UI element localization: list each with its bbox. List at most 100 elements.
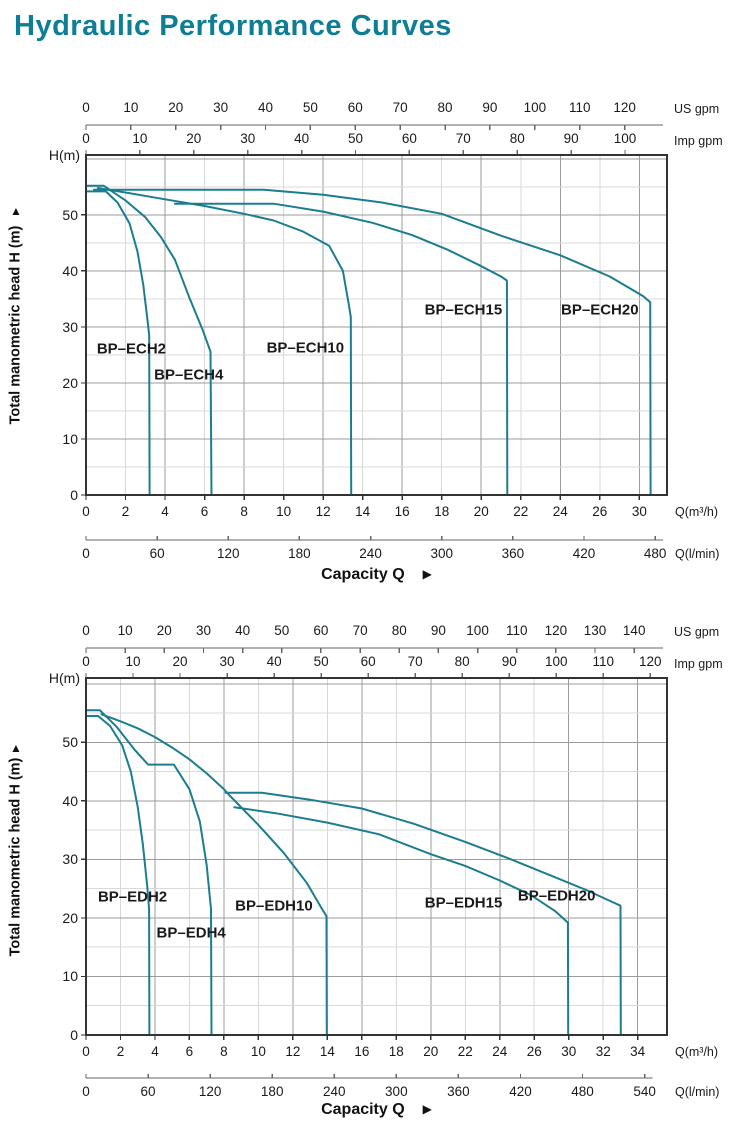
lmin-tick-label: 540 [633, 1084, 656, 1099]
us-gpm-tick-label: 70 [352, 623, 368, 638]
page-title: Hydraulic Performance Curves [14, 10, 452, 42]
curve-bp-ech4 [85, 184, 213, 496]
us-gpm-tick-label: 80 [391, 623, 407, 638]
m3h-tick-label: 26 [526, 1044, 542, 1059]
m3h-tick-label: 2 [121, 504, 130, 519]
lmin-tick-label: 240 [359, 546, 382, 561]
us-gpm-tick-label: 10 [123, 100, 139, 115]
lmin-tick-label: 420 [509, 1084, 532, 1099]
imp-gpm-tick-label: 50 [313, 654, 329, 669]
imp-gpm-tick-label: 20 [186, 131, 202, 146]
y-tick-label: 20 [62, 909, 78, 926]
m3h-tick-label: 16 [394, 504, 410, 519]
imp-gpm-tick-label: 0 [82, 654, 90, 669]
curve-label: BP–ECH2 [96, 340, 167, 358]
m3h-tick-label: 12 [315, 504, 331, 519]
us-gpm-tick-label: 110 [568, 100, 591, 115]
m3h-tick-label: 24 [492, 1044, 508, 1059]
imp-gpm-tick-label: 60 [360, 654, 376, 669]
m3h-tick-label: 14 [355, 504, 371, 519]
us-gpm-tick-label: 50 [274, 623, 290, 638]
lmin-tick-label: 120 [198, 1084, 222, 1099]
imp-gpm-tick-label: 100 [544, 654, 568, 669]
imp-gpm-tick-label: 110 [592, 654, 615, 669]
y-tick-label: 20 [62, 374, 78, 391]
m3h-tick-label: 26 [592, 504, 608, 519]
curve-bp-edh20 [224, 791, 622, 1036]
curve-label: BP–EDH15 [424, 894, 503, 912]
curve-label: BP–EDH2 [97, 888, 168, 906]
y-tick-label: 40 [62, 262, 78, 279]
right-arrow-icon: ▶ [422, 1102, 432, 1116]
m3h-tick-label: 18 [388, 1044, 404, 1059]
imp-gpm-tick-label: 80 [509, 131, 525, 146]
curve-label: BP–ECH10 [266, 339, 345, 357]
m3h-tick-label: 12 [285, 1044, 301, 1059]
curve-label: BP–EDH10 [235, 897, 313, 915]
us-gpm-tick-label: 10 [117, 623, 133, 638]
m3h-tick-label: 2 [116, 1044, 125, 1059]
lmin-tick-label: 180 [260, 1084, 284, 1099]
y-tick-label: 10 [62, 968, 78, 985]
lmin-tick-label: 360 [501, 546, 525, 561]
imp-gpm-tick-label: 0 [82, 131, 90, 146]
curve-bp-edh15 [233, 806, 570, 1036]
y-tick-label: 50 [62, 734, 78, 751]
m3h-tick-label: 30 [561, 1044, 577, 1059]
lmin-tick-label: 60 [149, 546, 165, 561]
us-gpm-tick-label: 70 [392, 100, 408, 115]
m3h-tick-label: 0 [82, 1044, 90, 1059]
m3h-tick-label: 32 [595, 1044, 611, 1059]
curve-bp-ech10 [96, 187, 353, 496]
capacity-axis-caption: Capacity Q ▶ [321, 566, 432, 584]
us-gpm-tick-label: 30 [213, 100, 229, 115]
curve-label: BP–EDH20 [517, 887, 596, 905]
us-gpm-tick-label: 110 [505, 623, 528, 638]
m3h-tick-label: 10 [276, 504, 292, 519]
curve-bp-edh10 [100, 713, 328, 1036]
us-gpm-tick-label: 90 [482, 100, 498, 115]
curve-label: BP–ECH4 [154, 365, 224, 383]
us-gpm-tick-label: 140 [622, 623, 646, 638]
imp-gpm-unit-label: Imp gpm [674, 134, 723, 148]
imp-gpm-tick-label: 100 [613, 131, 637, 146]
lmin-tick-label: 300 [385, 1084, 408, 1099]
m3h-tick-label: 6 [200, 504, 209, 519]
m3h-tick-label: 16 [354, 1044, 370, 1059]
us-gpm-unit-label: US gpm [674, 625, 720, 639]
lmin-unit-label: Q(l/min) [675, 547, 720, 561]
plot-border [85, 677, 668, 1036]
capacity-axis-caption: Capacity Q ▶ [321, 1101, 432, 1119]
us-gpm-unit-label: US gpm [674, 102, 720, 116]
m3h-tick-label: 22 [457, 1044, 473, 1059]
us-gpm-tick-label: 50 [302, 100, 318, 115]
imp-gpm-tick-label: 40 [294, 131, 310, 146]
imp-gpm-tick-label: 120 [639, 654, 662, 669]
y-axis-caption: Total manometric head H (m) [7, 757, 24, 956]
us-gpm-tick-label: 120 [613, 100, 636, 115]
lmin-tick-label: 360 [447, 1084, 470, 1099]
us-gpm-tick-label: 130 [583, 623, 607, 638]
imp-gpm-unit-label: Imp gpm [674, 657, 723, 671]
m3h-tick-label: 4 [151, 1044, 159, 1059]
us-gpm-tick-label: 80 [437, 100, 453, 115]
m3h-unit-label: Q(m³/h) [675, 505, 719, 519]
plot-border [85, 154, 668, 496]
us-gpm-tick-label: 20 [156, 623, 172, 638]
m3h-tick-label: 6 [185, 1044, 194, 1059]
m3h-tick-label: 20 [423, 1044, 439, 1059]
us-gpm-tick-label: 0 [82, 623, 90, 638]
us-gpm-tick-label: 90 [430, 623, 446, 638]
h-axis-label: H(m) [48, 670, 80, 686]
imp-gpm-tick-label: 10 [132, 131, 148, 146]
y-tick-label: 0 [70, 1027, 78, 1043]
curve-bp-ech15 [173, 202, 509, 496]
curve-bp-ech2 [85, 190, 151, 496]
y-tick-label: 0 [70, 487, 78, 503]
us-gpm-tick-label: 40 [258, 100, 274, 115]
imp-gpm-tick-label: 90 [563, 131, 579, 146]
y-tick-label: 40 [62, 792, 78, 809]
m3h-tick-label: 8 [240, 504, 248, 519]
curve-label: BP–ECH20 [561, 301, 639, 319]
